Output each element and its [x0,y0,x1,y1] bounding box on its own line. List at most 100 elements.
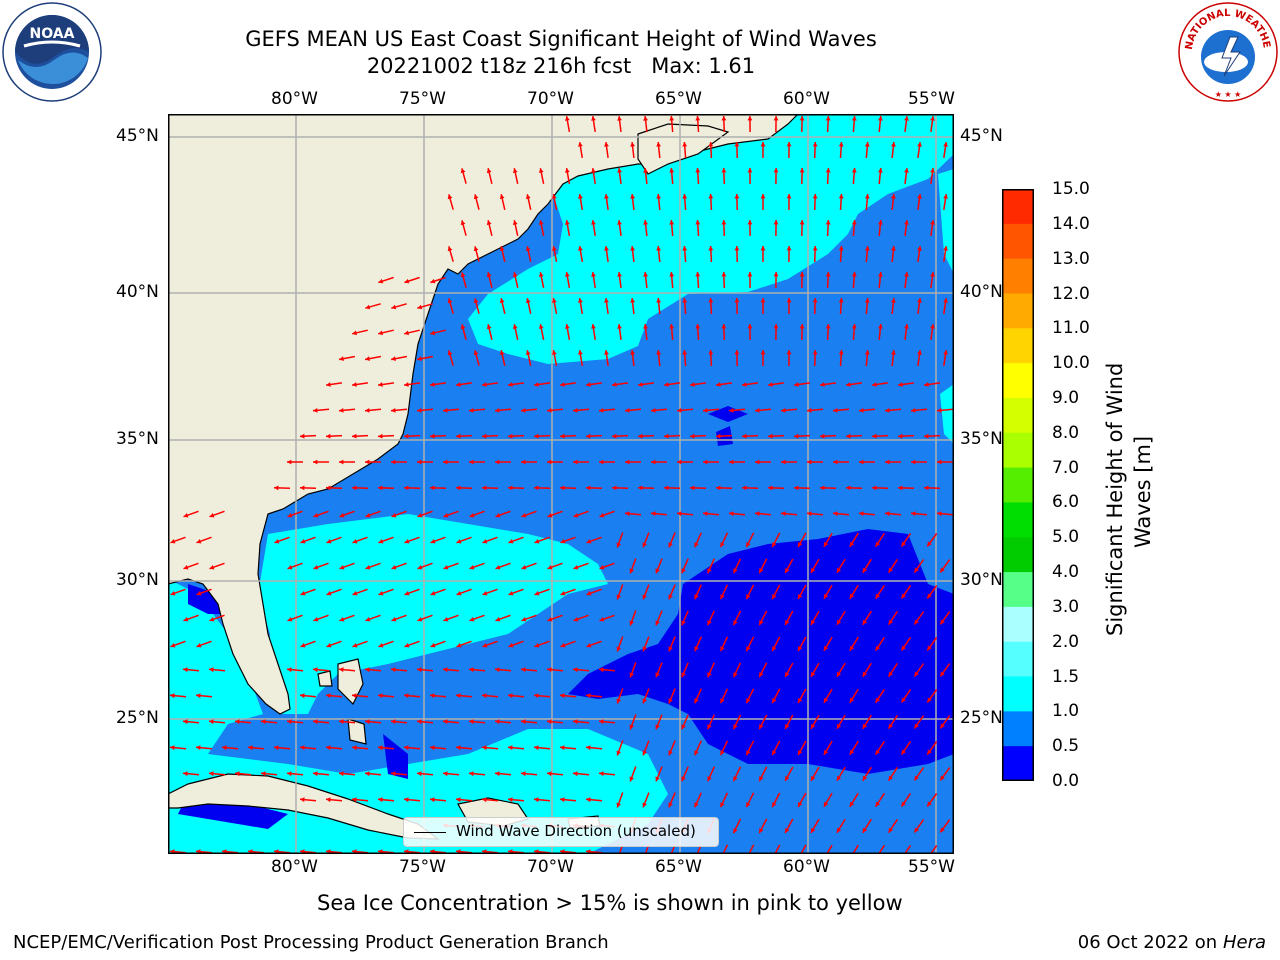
direction-arrow [234,771,252,777]
direction-arrow [326,640,342,648]
direction-arrow [403,797,421,803]
direction-arrow [656,297,661,315]
direction-arrow [481,797,499,803]
colorbar-cell [1002,502,1034,538]
direction-arrow [585,745,603,751]
colorbar-cell [1002,432,1034,469]
direction-arrow [469,459,485,465]
direction-arrow [429,433,447,439]
direction-arrow [694,792,702,808]
legend-label: Wind Wave Direction (unscaled) [456,822,696,840]
direction-arrow [833,459,849,465]
direction-arrow [904,272,909,288]
direction-arrow [836,818,846,834]
direction-arrow [300,640,316,648]
direction-arrow [494,771,512,777]
direction-arrow [845,485,863,491]
direction-arrow [707,558,715,574]
colorbar-tick-label: 5.0 [1052,527,1080,548]
direction-arrow [604,349,609,367]
direction-arrow [512,324,519,340]
direction-arrow [430,640,446,648]
direction-arrow [560,588,576,596]
direction-arrow [642,636,650,652]
lat-label-left-25n: 25°N [116,708,159,728]
direction-arrow [468,667,486,673]
direction-arrow [520,667,538,673]
direction-arrow [391,614,407,622]
map-frame [168,114,954,854]
direction-arrow [823,636,833,652]
direction-arrow [234,719,252,725]
direction-arrow [939,767,951,781]
direction-arrow [784,714,794,730]
direction-arrow [547,510,563,518]
direction-arrow [747,167,753,185]
direction-arrow [793,433,811,439]
direction-arrow [460,220,467,236]
direction-arrow [260,719,278,725]
direction-arrow [351,485,369,491]
direction-arrow [546,771,564,777]
direction-arrow [578,141,584,159]
direction-arrow [552,297,558,315]
direction-arrow [525,298,532,314]
direction-arrow [900,740,912,756]
direction-arrow [507,382,525,387]
direction-arrow [365,614,381,622]
svg-text:★ ★ ★: ★ ★ ★ [1215,90,1242,99]
direction-arrow [862,766,872,782]
direction-arrow [247,745,265,751]
direction-arrow [533,485,551,491]
lat-label-left-30n: 30°N [116,570,159,590]
direction-arrow [624,511,642,517]
direction-arrow [443,459,459,465]
direction-arrow [836,662,846,678]
direction-arrow [864,297,870,315]
direction-arrow [598,408,616,413]
direction-arrow [378,588,394,596]
direction-arrow [655,662,663,678]
direction-arrow [312,667,330,673]
direction-arrow [534,640,550,648]
direction-arrow [819,382,837,387]
direction-arrow [810,610,820,626]
direction-arrow [616,584,624,600]
direction-arrow [208,771,226,777]
direction-arrow [391,303,407,310]
direction-arrow [786,349,792,367]
direction-arrow [823,688,833,704]
lat-label-right-25n: 25°N [960,708,1003,728]
direction-arrow [838,193,844,211]
direction-arrow [838,349,844,367]
direction-arrow [547,614,563,622]
direction-arrow [338,771,356,777]
direction-arrow [352,640,368,648]
direction-arrow [481,693,499,699]
direction-arrow [365,510,381,518]
direction-arrow [745,584,755,600]
direction-arrow [773,167,779,185]
direction-arrow [936,408,954,413]
direction-arrow [299,693,317,699]
direction-arrow [729,459,745,465]
direction-arrow [313,614,329,622]
direction-arrow [170,588,186,596]
direction-arrow [758,818,768,834]
direction-arrow [520,719,538,725]
direction-arrow [473,298,480,314]
direction-arrow [871,433,889,439]
direction-arrow [891,193,896,211]
direction-arrow [429,745,447,751]
direction-arrow [878,115,883,133]
direction-arrow [521,510,537,518]
direction-arrow [807,459,823,465]
direction-arrow [442,408,460,413]
direction-arrow [676,511,694,517]
direction-arrow [591,271,596,289]
colorbar-tick-label: 1.0 [1052,701,1080,722]
direction-arrow [521,459,537,465]
direction-arrow [864,193,870,211]
direction-arrow [538,272,545,288]
direction-arrow [196,536,212,544]
